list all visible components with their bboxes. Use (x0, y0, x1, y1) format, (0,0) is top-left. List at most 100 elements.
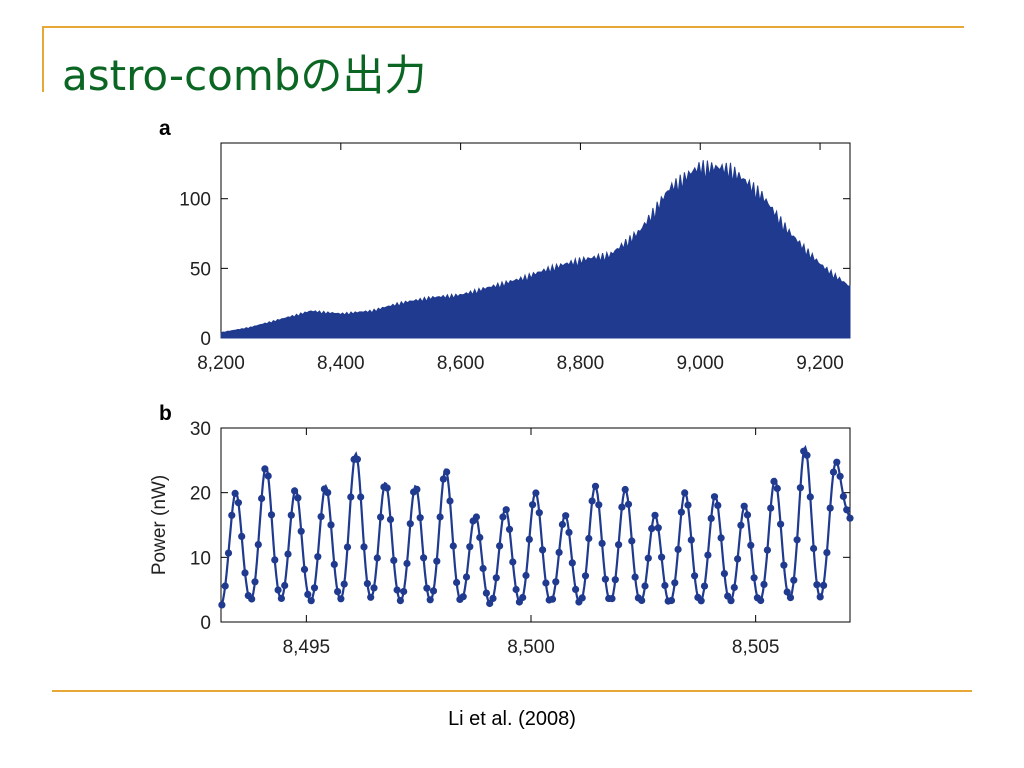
data-point (700, 582, 709, 590)
data-point (810, 544, 818, 553)
data-point (674, 545, 682, 554)
data-point (254, 541, 262, 549)
data-point (525, 535, 533, 544)
data-point (228, 511, 236, 519)
data-point (727, 597, 735, 605)
data-point (479, 564, 487, 573)
data-point (277, 594, 285, 603)
plot-frame (220, 427, 851, 623)
data-point (294, 494, 302, 502)
data-point (472, 513, 480, 521)
slide-title: astro-combの出力 (62, 51, 427, 100)
data-point (684, 501, 692, 509)
data-point (373, 554, 381, 562)
data-point (406, 520, 414, 528)
data-point (357, 493, 365, 501)
y-tick-label: 50 (190, 259, 211, 280)
data-point (317, 513, 325, 521)
data-point (651, 511, 659, 519)
data-point (492, 574, 500, 582)
data-point (499, 513, 507, 521)
data-point (714, 501, 722, 509)
data-point (426, 596, 434, 604)
data-point (568, 559, 576, 567)
data-point (697, 597, 705, 605)
citation: Li et al. (2008) (448, 708, 576, 730)
data-point (334, 588, 342, 596)
data-point (671, 579, 679, 587)
data-point (588, 497, 596, 505)
data-point (790, 576, 798, 584)
data-point (585, 534, 593, 543)
data-point (251, 578, 259, 586)
data-point (367, 593, 375, 601)
data-point (390, 556, 398, 565)
data-point (489, 594, 497, 603)
panel-a: 8,200 8,400 8,600 8,800 9,000 9,200 0 50 100 a (159, 117, 851, 374)
data-point (783, 588, 791, 596)
data-point (747, 541, 755, 549)
data-point (730, 583, 738, 592)
data-point (396, 597, 404, 605)
data-point (621, 485, 629, 494)
data-point (330, 560, 338, 569)
data-point (558, 520, 567, 529)
panel-b: 8,495 8,500 8,505 0 10 20 30 b Power (nW) (149, 402, 854, 658)
data-point (459, 593, 467, 601)
data-point (386, 515, 395, 524)
data-point (820, 581, 828, 590)
data-point (353, 455, 361, 463)
x-tick-label: 8,505 (732, 637, 780, 658)
data-point (449, 542, 457, 550)
data-point (261, 465, 269, 473)
power-line (220, 444, 852, 606)
data-point (681, 489, 689, 497)
data-point (393, 586, 401, 594)
data-point (836, 472, 844, 480)
data-point (337, 595, 345, 603)
data-point (777, 520, 785, 528)
data-point (416, 514, 424, 522)
data-point (654, 524, 662, 532)
data-point (436, 513, 444, 521)
data-point (595, 501, 603, 509)
data-point (423, 584, 431, 592)
data-point (710, 493, 719, 501)
data-point (720, 570, 729, 578)
data-point (532, 489, 540, 497)
data-point (287, 511, 295, 519)
data-point (611, 576, 619, 584)
data-point (767, 504, 775, 512)
data-point (760, 580, 768, 589)
panel-label: a (159, 117, 171, 140)
data-point (314, 553, 322, 561)
header-rule (42, 26, 964, 28)
data-point (535, 509, 543, 517)
data-point (555, 548, 563, 557)
data-point (284, 550, 292, 558)
data-point (519, 593, 527, 602)
data-point (581, 572, 590, 580)
title-accent-bar (42, 26, 44, 92)
data-point (648, 525, 656, 533)
data-point (241, 569, 249, 577)
data-point (823, 549, 831, 557)
x-tick-label: 9,200 (796, 353, 844, 374)
data-point (420, 554, 428, 562)
data-point (572, 585, 580, 594)
data-point (826, 504, 834, 512)
footer-rule (52, 690, 972, 692)
data-point (476, 533, 484, 542)
y-axis-label: Power (nW) (149, 475, 170, 575)
data-point (578, 594, 586, 602)
data-point (281, 581, 289, 590)
data-point (661, 581, 669, 590)
data-point (505, 525, 514, 533)
spectrum-area (220, 160, 851, 339)
data-point (601, 575, 610, 583)
data-point (502, 506, 510, 514)
data-point (234, 499, 242, 507)
data-point (598, 539, 606, 548)
data-point (796, 484, 805, 492)
x-tick-label: 8,800 (557, 353, 605, 374)
